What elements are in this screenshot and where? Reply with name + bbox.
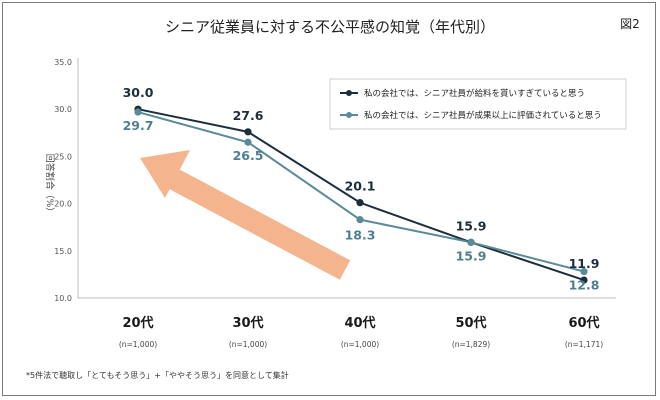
y-tick-label: 30.0 [54,105,72,114]
sample-size-label: (n=1,000) [119,340,157,349]
legend-entry-2: 私の会社では、シニア社員が成果以上に評価されていると思う [364,110,602,121]
data-label-s2: 26.5 [233,148,264,163]
y-tick-label: 10.0 [54,294,72,303]
figure-label: 図2 [620,17,640,31]
data-points [134,105,588,284]
data-point-s1 [356,199,364,207]
data-labels: 30.0 27.6 20.1 15.9 11.9 29.7 26.5 18.3 15.9 12.8 [123,85,600,292]
legend-entry-1: 私の会社では、シニア社員が給料を貰いすぎていると思う [364,88,585,99]
legend-box [329,78,627,130]
arrow-head [140,150,190,198]
data-point-s2 [467,238,475,246]
y-tick-label: 25.0 [54,152,72,161]
legend-marker-2 [346,112,352,118]
sample-size-label: (n=1,000) [229,340,267,349]
data-label-s1: 20.1 [345,179,376,194]
y-tick-label: 15.0 [54,247,72,256]
data-label-s1: 27.6 [233,108,264,123]
chart-title: シニア従業員に対する不公平感の知覚（年代別） [165,18,495,36]
y-tick-label: 20.0 [54,200,72,209]
data-label-s2: 12.8 [569,278,600,293]
x-axis: 20代 (n=1,000) 30代 (n=1,000) 40代 (n=1,000) 50代 (… [78,297,616,349]
data-label-s1: 11.9 [569,256,600,271]
data-point-s1 [580,276,588,284]
sample-size-label: (n=1,000) [341,340,379,349]
legend: 私の会社では、シニア社員が給料を貰いすぎていると思う私の会社では、シニア社員が成… [329,78,627,130]
x-tick-label: 30代 [232,315,263,331]
footnote: *5件法で聴取し「とてもそう思う」+「ややそう思う」を同意として集計 [26,370,289,380]
data-label-s1: 30.0 [123,85,154,100]
sample-size-label: (n=1,171) [565,340,603,349]
y-axis-label: 回答割合（%） [44,154,56,217]
data-label-s2: 18.3 [345,228,376,243]
data-label-s2: 15.9 [456,248,487,263]
arrow-shaft [166,168,351,280]
data-label-s1: 15.9 [456,218,487,233]
data-point-s2 [134,108,142,116]
trend-arrow [140,150,351,280]
y-tick-label: 35.0 [54,58,72,67]
data-label-s2: 29.7 [123,118,154,133]
x-tick-label: 60代 [568,315,599,331]
x-tick-label: 50代 [455,315,486,331]
x-tick-label: 40代 [344,315,375,331]
x-tick-label: 20代 [122,315,153,331]
data-point-s2 [356,216,364,224]
data-point-s1 [244,128,252,136]
data-point-s2 [580,267,588,276]
y-axis: 35.0 30.0 25.0 20.0 15.0 10.0 [54,58,79,303]
data-point-s2 [244,138,252,146]
legend-marker-1 [346,90,352,96]
sample-size-label: (n=1,829) [452,340,490,349]
